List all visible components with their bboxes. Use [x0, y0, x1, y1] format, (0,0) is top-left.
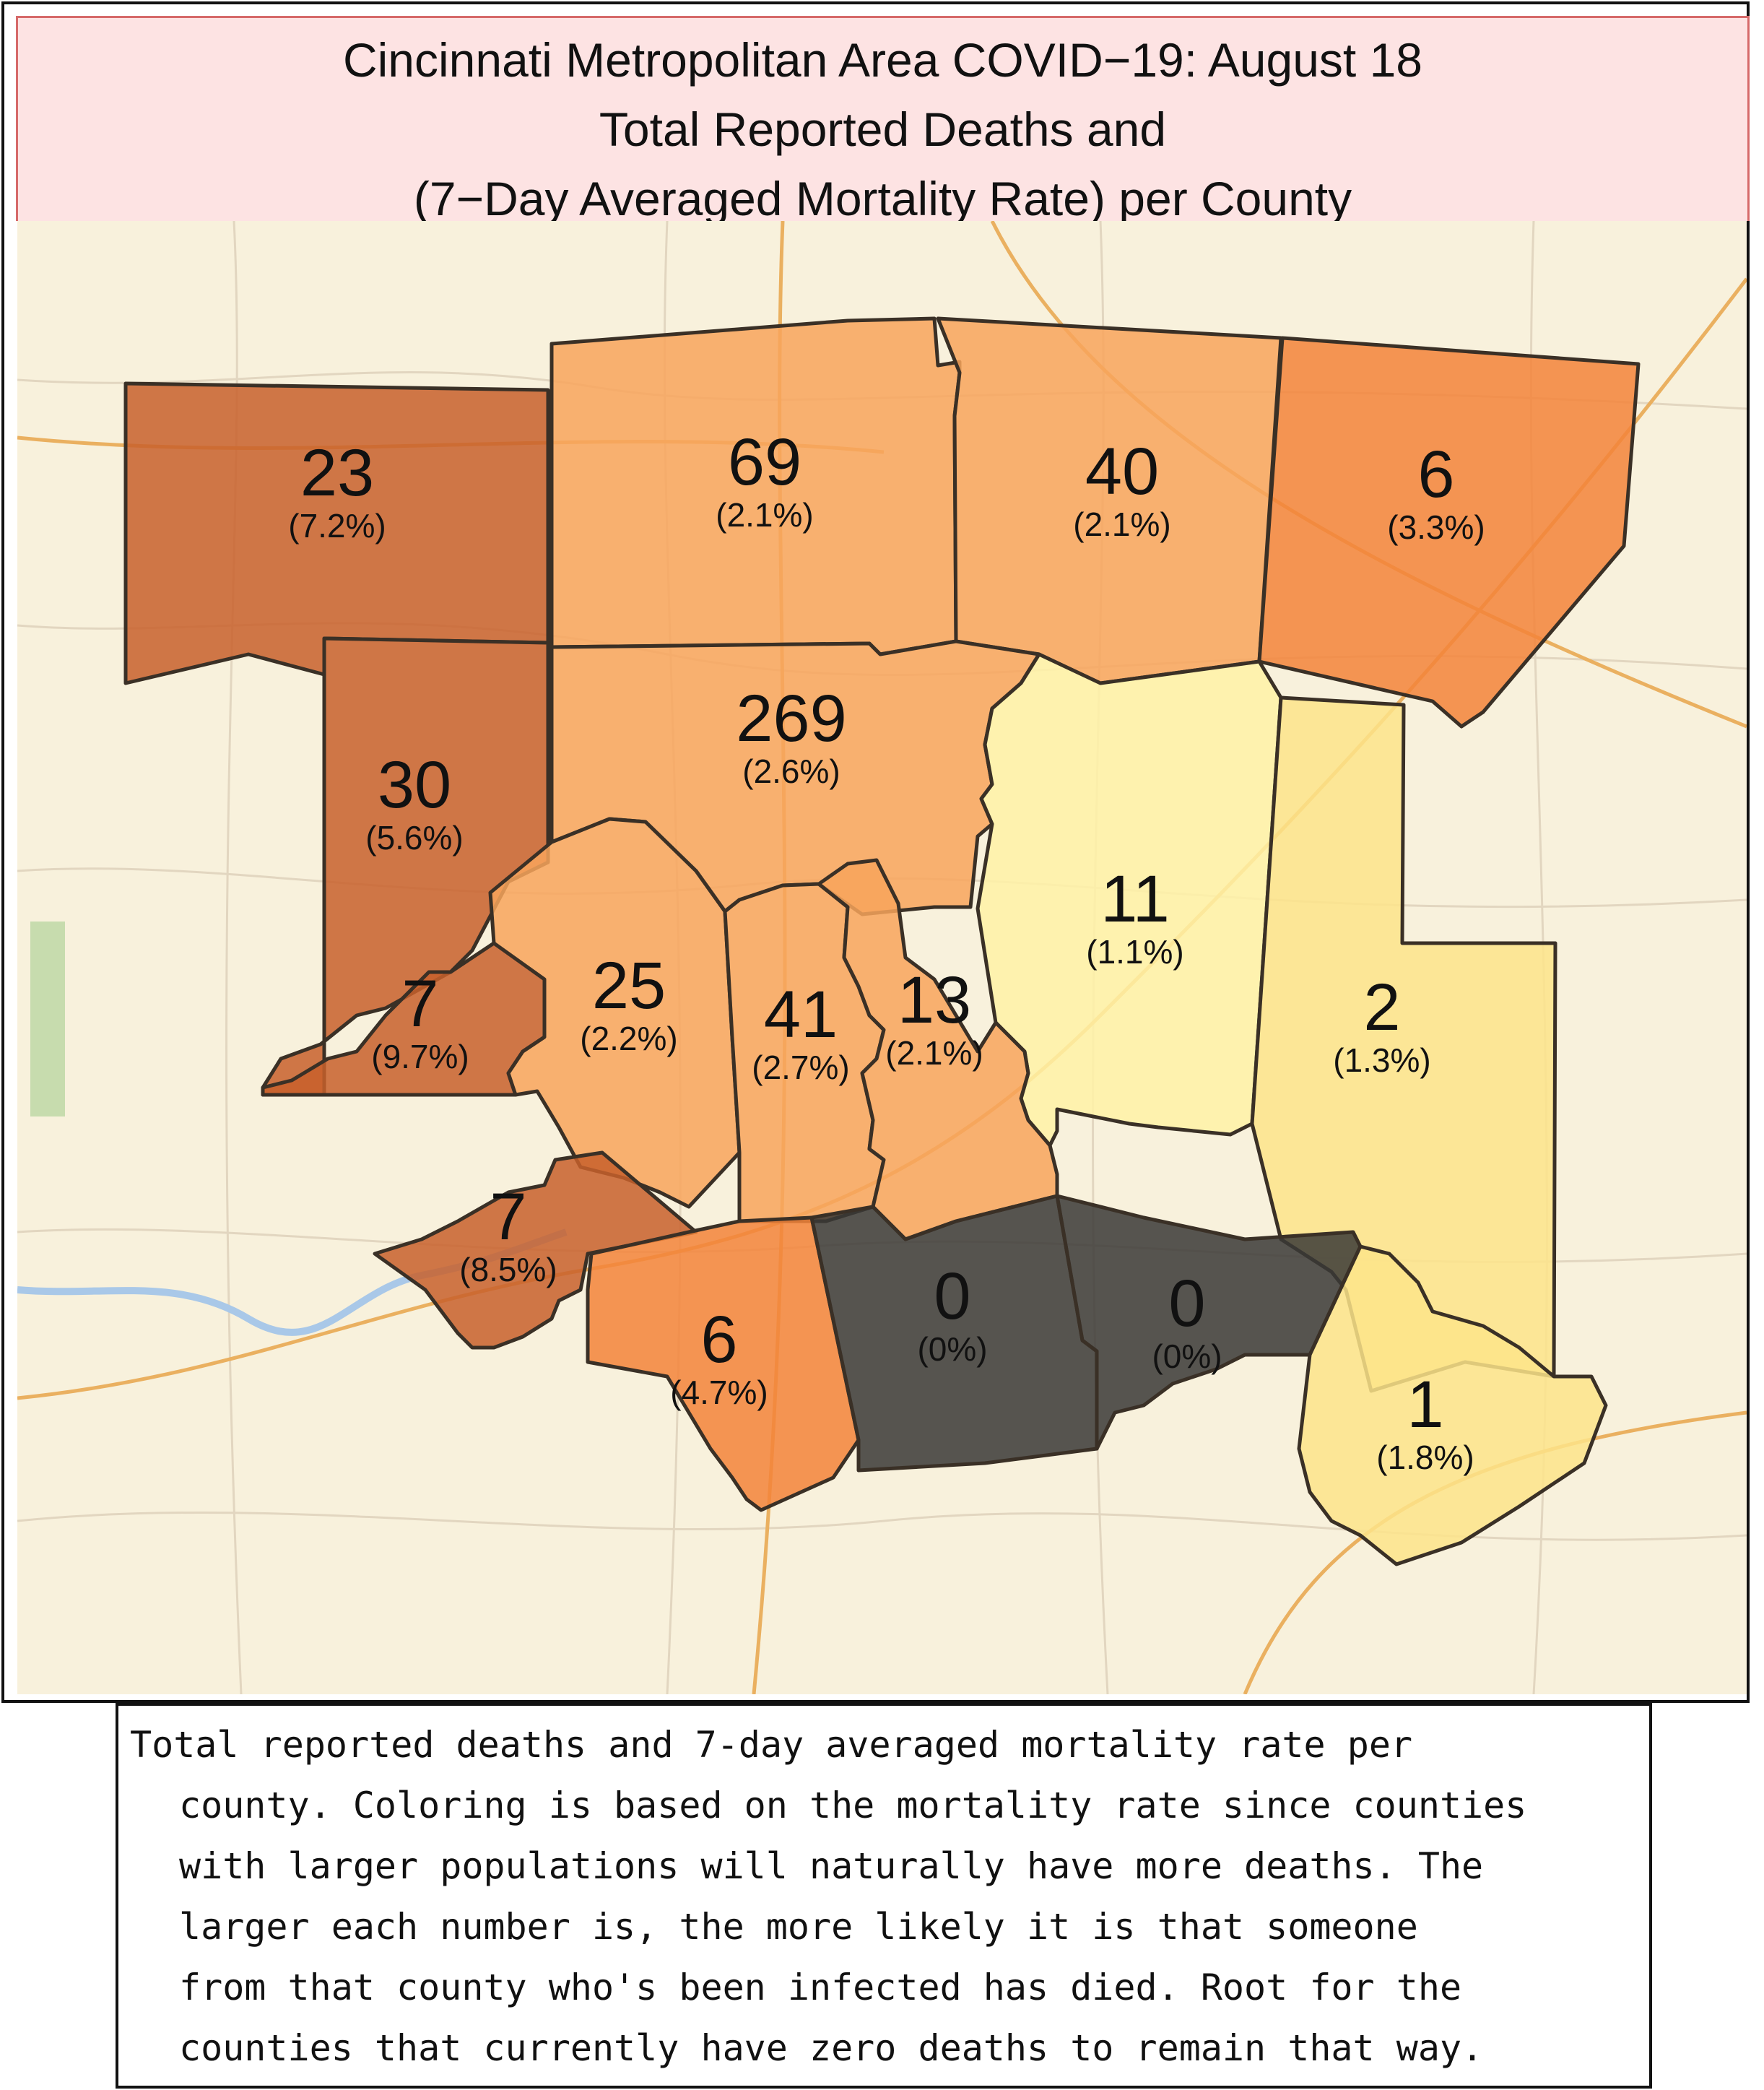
- caption-line-2: county. Coloring is based on the mortali…: [179, 1785, 1527, 1826]
- county-mortality-rate: (2.2%): [580, 1020, 677, 1057]
- county-mortality-rate: (0%): [917, 1330, 987, 1368]
- county-death-count: 13: [898, 963, 971, 1037]
- county-mortality-rate: (2.1%): [716, 496, 813, 534]
- county-mortality-rate: (3.3%): [1387, 508, 1485, 546]
- county-ne-top: [1257, 336, 1641, 729]
- county-mortality-rate: (1.3%): [1333, 1041, 1430, 1079]
- county-death-count: 40: [1085, 435, 1159, 508]
- county-death-count: 0: [934, 1259, 970, 1333]
- county-death-count: 6: [700, 1303, 737, 1376]
- county-death-count: 25: [592, 949, 666, 1023]
- caption-line-5: from that county who's been infected has…: [179, 1967, 1462, 2008]
- county-mortality-rate: (2.6%): [742, 753, 840, 790]
- county-death-count: 11: [1100, 862, 1170, 936]
- caption-box: Total reported deaths and 7-day averaged…: [116, 1703, 1652, 2089]
- county-mortality-rate: (7.2%): [288, 507, 386, 545]
- caption-line-1: Total reported deaths and 7-day averaged…: [130, 1724, 1413, 1766]
- county-mortality-rate: (2.7%): [752, 1049, 849, 1086]
- county-sw-lower: [373, 1150, 698, 1350]
- county-death-count: 23: [300, 436, 374, 510]
- county-mortality-rate: (1.8%): [1376, 1439, 1474, 1476]
- county-south-orange: [586, 1215, 861, 1512]
- county-death-count: 2: [1363, 971, 1400, 1044]
- map-frame: Cincinnati Metropolitan Area COVID−19: A…: [1, 1, 1750, 1703]
- county-map: 23(7.2%)69(2.1%)40(2.1%)6(3.3%)30(5.6%)2…: [17, 221, 1747, 1694]
- title-line-2: Total Reported Deaths and: [599, 103, 1167, 156]
- county-death-count: 6: [1417, 438, 1454, 511]
- county-se-corner: [1297, 1244, 1608, 1566]
- title-banner: Cincinnati Metropolitan Area COVID−19: A…: [16, 16, 1750, 225]
- caption-line-3: with larger populations will naturally h…: [179, 1845, 1484, 1887]
- county-mortality-rate: (0%): [1152, 1337, 1222, 1375]
- title-line-1: Cincinnati Metropolitan Area COVID−19: A…: [342, 33, 1423, 87]
- county-death-count: 0: [1168, 1267, 1205, 1340]
- county-death-count: 7: [401, 967, 438, 1041]
- county-mortality-rate: (2.1%): [1073, 506, 1170, 543]
- county-death-count: 7: [490, 1180, 526, 1254]
- county-mortality-rate: (8.5%): [459, 1251, 557, 1288]
- county-death-count: 69: [728, 425, 801, 499]
- county-south-dark-2: [1055, 1194, 1363, 1451]
- county-mortality-rate: (9.7%): [371, 1038, 469, 1075]
- title-line-3: (7−Day Averaged Mortality Rate) per Coun…: [413, 172, 1352, 225]
- county-death-count: 1: [1407, 1368, 1443, 1441]
- county-mortality-rate: (4.7%): [670, 1374, 768, 1411]
- county-mortality-rate: (1.1%): [1086, 933, 1183, 971]
- county-mortality-rate: (5.6%): [365, 819, 463, 857]
- county-death-count: 41: [764, 978, 838, 1051]
- park-area: [30, 922, 65, 1116]
- county-mortality-rate: (2.1%): [885, 1034, 983, 1072]
- caption-line-6: counties that currently have zero deaths…: [179, 2027, 1484, 2069]
- county-death-count: 30: [378, 748, 451, 822]
- county-east-1: [976, 652, 1283, 1148]
- county-death-count: 269: [736, 682, 847, 755]
- caption-line-4: larger each number is, the more likely i…: [179, 1906, 1418, 1948]
